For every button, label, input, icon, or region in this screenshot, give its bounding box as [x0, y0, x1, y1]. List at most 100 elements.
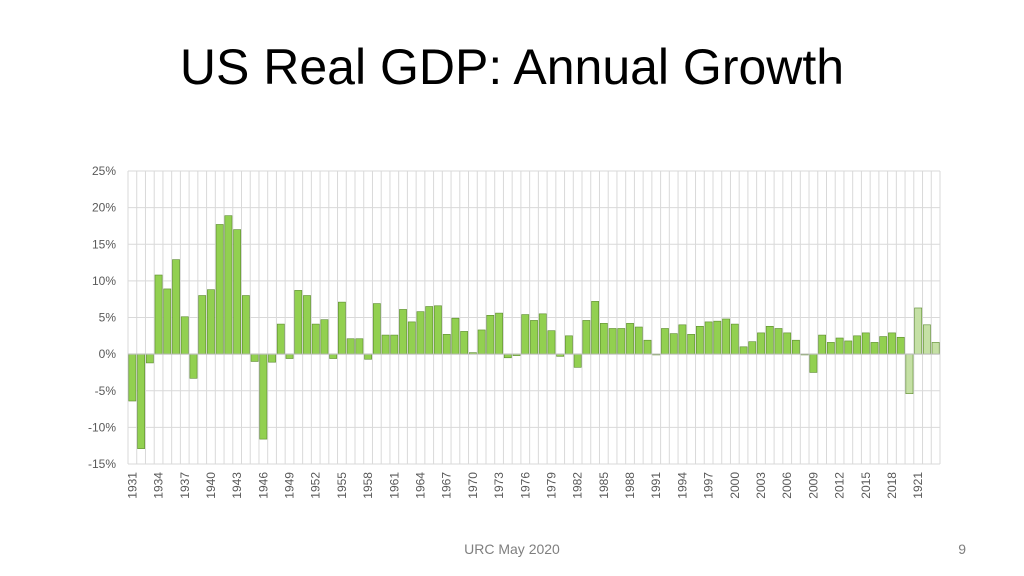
bar-1945 — [250, 353, 259, 362]
bar-2015 — [861, 332, 870, 355]
bar-2005 — [774, 328, 783, 355]
x-tick-label: 1994 — [675, 472, 689, 499]
bar-1942 — [224, 215, 233, 355]
bar-1953 — [320, 319, 329, 355]
x-tick-label: 1988 — [623, 472, 637, 499]
slide-title: US Real GDP: Annual Growth — [179, 39, 845, 95]
bar-1923 — [931, 342, 940, 355]
bar-1941 — [215, 224, 224, 355]
x-tick-label: 1946 — [256, 472, 270, 499]
bar-2010 — [818, 334, 827, 355]
bar-1987 — [617, 328, 626, 355]
x-tick-label: 1976 — [518, 472, 532, 499]
bar-1943 — [233, 229, 242, 355]
y-tick-label: 20% — [92, 201, 116, 215]
bar-1935 — [163, 288, 172, 355]
bar-1972 — [486, 315, 495, 355]
bar-2004 — [765, 325, 774, 355]
x-tick-label: 2018 — [885, 472, 899, 499]
bar-2001 — [739, 346, 748, 355]
bar-1948 — [276, 323, 285, 355]
bar-1971 — [477, 329, 486, 355]
bar-2006 — [783, 332, 792, 355]
x-tick-label: 2000 — [728, 472, 742, 499]
bar-1963 — [407, 321, 416, 355]
page-number: 9 — [958, 541, 966, 557]
bar-1940 — [207, 289, 215, 355]
bar-1969 — [460, 331, 469, 355]
bar-1932 — [137, 353, 145, 449]
x-tick-label: 2009 — [806, 472, 820, 499]
bar-1957 — [355, 338, 364, 355]
x-tick-label: 1949 — [283, 472, 297, 499]
y-tick-label: 25% — [92, 164, 116, 178]
x-tick-label: 1952 — [309, 472, 323, 499]
bar-1973 — [495, 312, 503, 355]
bar-1968 — [451, 317, 460, 355]
y-tick-label: 15% — [92, 237, 116, 251]
bar-1976 — [521, 314, 530, 355]
bar-1947 — [268, 353, 276, 363]
footer-text: URC May 2020 — [464, 541, 560, 557]
x-tick-label: 1982 — [571, 472, 585, 499]
bar-2018 — [888, 332, 896, 355]
bar-1997 — [704, 321, 713, 355]
x-tick-label: 2003 — [754, 472, 768, 499]
bar-1959 — [372, 303, 381, 355]
bar-1984 — [591, 301, 599, 355]
bar-1951 — [303, 295, 311, 355]
x-tick-label: 1985 — [597, 472, 611, 499]
x-tick-label: 1943 — [230, 472, 244, 499]
bar-2016 — [870, 342, 879, 355]
x-tick-label: 1970 — [466, 472, 480, 499]
bar-1981 — [565, 335, 573, 355]
bar-1974 — [503, 353, 512, 359]
bar-1933 — [145, 353, 154, 364]
x-tick-label: 2012 — [833, 472, 847, 499]
bar-1952 — [311, 323, 320, 355]
grid-lines — [127, 170, 941, 465]
bar-1962 — [399, 309, 407, 355]
x-tick-label: 1997 — [702, 472, 716, 499]
x-tick-label: 1961 — [387, 472, 401, 499]
y-tick-label: -10% — [88, 420, 116, 434]
bar-1996 — [696, 325, 704, 355]
bar-1950 — [294, 290, 303, 355]
bar-1960 — [381, 334, 390, 355]
bar-1979 — [547, 330, 556, 355]
bar-2014 — [853, 335, 861, 355]
x-tick-label: 1964 — [413, 472, 427, 499]
bar-1966 — [434, 305, 442, 355]
bar-2011 — [826, 342, 835, 355]
x-tick-label: 1934 — [152, 472, 166, 499]
bar-2003 — [757, 332, 765, 355]
bar-series — [128, 215, 940, 449]
bar-2013 — [844, 340, 853, 355]
bar-1992 — [661, 328, 669, 355]
bar-2019 — [896, 336, 905, 355]
x-tick-label: 1937 — [178, 472, 192, 499]
x-tick-label: 1955 — [335, 472, 349, 499]
y-tick-label: 5% — [99, 311, 117, 325]
bar-1931 — [128, 353, 137, 402]
bar-1986 — [608, 328, 617, 355]
bar-1998 — [713, 320, 722, 355]
y-tick-label: -15% — [88, 457, 116, 471]
bar-1978 — [538, 313, 547, 355]
x-tick-label: 2015 — [859, 472, 873, 499]
bar-2000 — [730, 323, 739, 355]
bar-1977 — [530, 320, 538, 355]
y-tick-label: -5% — [95, 384, 117, 398]
x-tick-label: 1967 — [440, 472, 454, 499]
bar-1955 — [338, 301, 346, 355]
bar-2017 — [879, 336, 888, 355]
bar-2007 — [792, 339, 800, 355]
bar-2002 — [748, 341, 757, 355]
bar-2020 — [905, 353, 914, 394]
bar-2012 — [835, 337, 844, 355]
bar-1995 — [687, 334, 696, 355]
bar-1994 — [678, 324, 687, 355]
x-tick-label: 1921 — [911, 472, 925, 499]
x-tick-label: 1973 — [492, 472, 506, 499]
